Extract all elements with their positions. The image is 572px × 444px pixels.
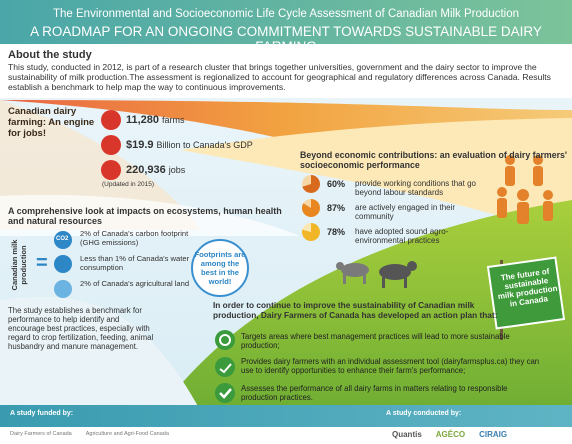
funder-logos: Dairy Farmers of Canada Agriculture and A… [10, 431, 169, 437]
benchmark-text: The study establishes a benchmark for pe… [8, 307, 158, 352]
impact-text: 2% of Canada's carbon footprint (GHG emi… [80, 230, 192, 247]
stat-label: Billion to Canada's GDP [157, 140, 253, 150]
socio-text: are actively engaged in their community [355, 203, 490, 221]
socio-text: provide working conditions that go beyon… [355, 179, 490, 197]
conducted-by: A study conducted by: [386, 410, 461, 417]
icon-water [54, 255, 72, 273]
icon-land [54, 280, 72, 298]
about-text: This study, conducted in 2012, is part o… [8, 63, 564, 93]
side-label: Canadian milk production [10, 232, 28, 298]
icon-target [215, 330, 235, 350]
action-text: Assesses the performance of all dairy fa… [241, 385, 546, 403]
funded-by: A study funded by: [10, 410, 73, 417]
socio-text: have adopted sound agro-environmental pr… [355, 227, 490, 245]
jobs-note: (Updated in 2015) [102, 181, 154, 188]
icon-gdp [101, 135, 121, 155]
impact-text: Less than 1% of Canada's water consumpti… [80, 255, 192, 272]
icon-check [215, 383, 235, 403]
partner-logo: AGÉCO [436, 430, 465, 439]
bubble-text: Footprints are among the best in the wor… [194, 250, 246, 286]
partner-logos: Quantis AGÉCO CIRAIG [392, 430, 507, 439]
funder-logo: Dairy Farmers of Canada [10, 431, 72, 437]
title: The Environmental and Socioeconomic Life… [0, 8, 572, 20]
jobs-heading: Canadian dairy farming: An engine for jo… [8, 106, 100, 139]
socio-value: 60% [327, 179, 345, 189]
socio-heading: Beyond economic contributions: an evalua… [300, 150, 570, 170]
icon-farms [101, 110, 121, 130]
stat-label: farms [162, 115, 185, 125]
stat-label: jobs [169, 165, 186, 175]
socio-value: 87% [327, 203, 345, 213]
partner-logo: CIRAIG [479, 430, 507, 439]
socio-value: 78% [327, 227, 345, 237]
action-text: Provides dairy farmers with an individua… [241, 358, 546, 376]
about-heading: About the study [8, 49, 92, 61]
stat-value: $19.9 [126, 139, 154, 151]
partner-logo: Quantis [392, 430, 422, 439]
action-text: Targets areas where best management prac… [241, 333, 546, 351]
impact-text: 2% of Canada's agricultural land [80, 280, 192, 289]
stat-value: 220,936 [126, 164, 166, 176]
icon-tool [215, 357, 235, 377]
icon-jobs [101, 160, 121, 180]
pie-icons [302, 175, 320, 241]
stat-value: 11,280 [126, 114, 159, 126]
carbon-icon-text: CO2 [56, 236, 68, 242]
actions-heading: In order to continue to improve the sust… [213, 300, 518, 320]
infographic: The Environmental and Socioeconomic Life… [0, 0, 572, 444]
funder-logo: Agriculture and Agri-Food Canada [86, 431, 169, 437]
impacts-heading: A comprehensive look at impacts on ecosy… [8, 206, 288, 226]
equals: = [36, 252, 48, 275]
